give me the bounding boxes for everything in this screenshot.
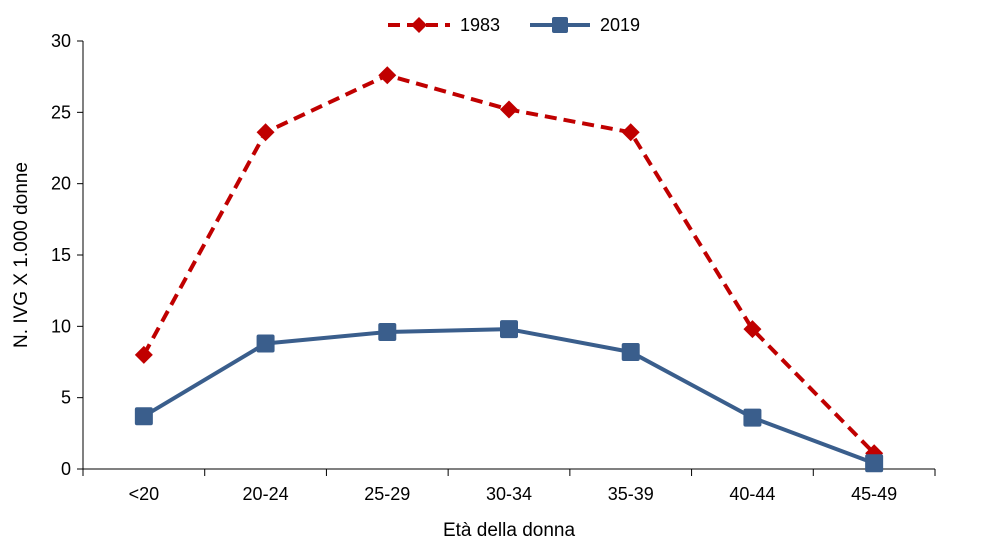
x-tick-label: 20-24 — [243, 484, 289, 504]
data-point-marker — [865, 454, 884, 473]
data-point-marker — [134, 407, 153, 426]
data-point-marker — [378, 66, 397, 85]
y-tick-label: 20 — [51, 174, 71, 194]
legend-label: 1983 — [460, 15, 500, 35]
x-ticks: <20 20-24 25-29 30-34 35-39 40-44 45-49 — [82, 469, 936, 504]
data-point-marker — [743, 408, 762, 427]
data-point-marker — [500, 320, 518, 339]
y-tick-label: 25 — [51, 102, 71, 122]
y-tick-label: 30 — [51, 31, 71, 51]
x-tick-label: 30-34 — [486, 484, 532, 504]
data-point-marker — [621, 123, 640, 142]
legend-marker — [411, 17, 427, 33]
data-point-marker — [256, 123, 275, 142]
x-tick-label: 40-44 — [729, 484, 775, 504]
y-axis-title: N. IVG X 1.000 donne — [11, 162, 32, 348]
data-point-marker — [743, 320, 762, 339]
series-layer — [134, 66, 884, 473]
x-tick-label: 35-39 — [608, 484, 654, 504]
series-line — [142, 327, 875, 466]
data-point-marker — [256, 334, 275, 353]
series-1983 — [134, 66, 884, 463]
legend-label: 2019 — [600, 15, 640, 35]
x-axis-title: Età della donna — [443, 520, 575, 541]
series-line — [142, 73, 876, 455]
data-point-marker — [500, 100, 518, 119]
series-2019 — [134, 320, 884, 473]
legend: 1983 2019 — [388, 15, 640, 35]
data-point-marker — [621, 343, 640, 362]
y-tick-label: 15 — [51, 245, 71, 265]
x-tick-label: <20 — [129, 484, 160, 504]
data-point-marker — [378, 323, 397, 342]
legend-item-2019: 2019 — [530, 15, 640, 35]
legend-marker — [552, 17, 568, 33]
data-point-marker — [134, 345, 153, 364]
y-tick-label: 10 — [51, 316, 71, 336]
y-ticks: 0 5 10 15 20 25 30 — [51, 31, 83, 479]
x-tick-label: 25-29 — [364, 484, 410, 504]
x-tick-label: 45-49 — [851, 484, 897, 504]
legend-item-1983: 1983 — [388, 15, 500, 35]
y-tick-label: 0 — [61, 459, 71, 479]
y-tick-label: 5 — [61, 388, 71, 408]
